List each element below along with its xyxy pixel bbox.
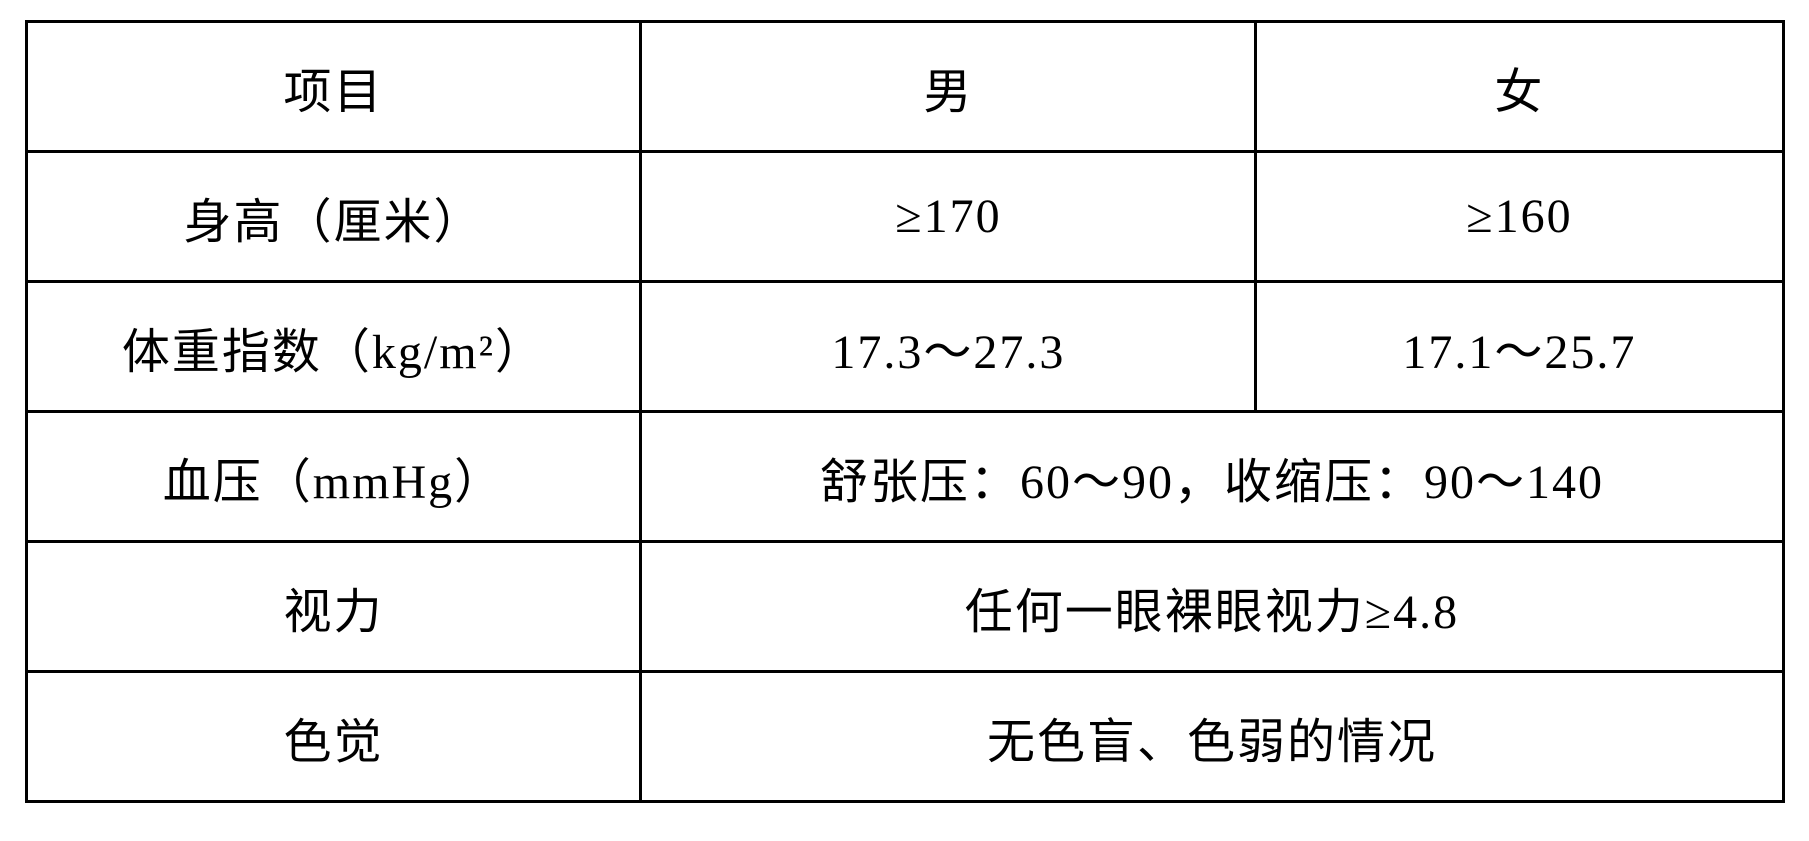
vision-label: 视力 [26, 542, 641, 672]
height-row: 身高（厘米） ≥170 ≥160 [26, 152, 1783, 282]
color-vision-row: 色觉 无色盲、色弱的情况 [26, 672, 1783, 802]
header-male: 男 [641, 22, 1256, 152]
bmi-label: 体重指数（kg/m²） [26, 282, 641, 412]
height-female: ≥160 [1256, 152, 1783, 282]
blood-pressure-row: 血压（mmHg） 舒张压：60～90，收缩压：90～140 [26, 412, 1783, 542]
header-female: 女 [1256, 22, 1783, 152]
color-vision-value: 无色盲、色弱的情况 [641, 672, 1783, 802]
vision-value: 任何一眼裸眼视力≥4.8 [641, 542, 1783, 672]
bmi-female: 17.1～25.7 [1256, 282, 1783, 412]
bmi-male: 17.3～27.3 [641, 282, 1256, 412]
header-row: 项目 男 女 [26, 22, 1783, 152]
height-label: 身高（厘米） [26, 152, 641, 282]
header-item: 项目 [26, 22, 641, 152]
blood-pressure-value: 舒张压：60～90，收缩压：90～140 [641, 412, 1783, 542]
height-male: ≥170 [641, 152, 1256, 282]
requirements-table-container: 项目 男 女 身高（厘米） ≥170 ≥160 体重指数（kg/m²） 17.3… [25, 20, 1785, 803]
requirements-table: 项目 男 女 身高（厘米） ≥170 ≥160 体重指数（kg/m²） 17.3… [25, 20, 1785, 803]
color-vision-label: 色觉 [26, 672, 641, 802]
blood-pressure-label: 血压（mmHg） [26, 412, 641, 542]
vision-row: 视力 任何一眼裸眼视力≥4.8 [26, 542, 1783, 672]
bmi-row: 体重指数（kg/m²） 17.3～27.3 17.1～25.7 [26, 282, 1783, 412]
